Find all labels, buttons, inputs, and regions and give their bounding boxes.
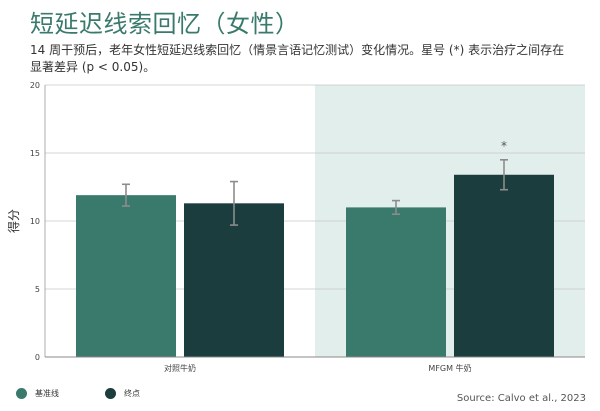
y-tick-label: 5 xyxy=(35,285,40,294)
chart-title: 短延迟线索回忆（女性） xyxy=(30,10,300,38)
y-tick-label: 10 xyxy=(30,217,40,226)
legend-item-endpoint: 终点 xyxy=(105,388,140,399)
x-tick-label: MFGM 牛奶 xyxy=(428,363,471,373)
legend-label-endpoint: 终点 xyxy=(124,389,140,398)
legend: 基准线 终点 xyxy=(16,388,186,399)
legend-label-baseline: 基准线 xyxy=(35,389,59,398)
bar-baseline xyxy=(76,195,176,357)
y-tick-label: 20 xyxy=(30,81,40,90)
y-axis-label: 得分 xyxy=(6,209,21,233)
bar-endpoint xyxy=(184,203,284,357)
y-tick-label: 0 xyxy=(35,353,40,362)
legend-swatch-baseline xyxy=(16,388,27,399)
bar-endpoint xyxy=(454,174,554,357)
chart-subtitle: 14 周干预后，老年女性短延迟线索回忆（情景言语记忆测试）变化情况。星号 (*)… xyxy=(30,43,565,74)
source-note: Source: Calvo et al., 2023 xyxy=(456,393,586,404)
legend-swatch-endpoint xyxy=(105,388,116,399)
legend-item-baseline: 基准线 xyxy=(16,388,59,399)
bar-baseline xyxy=(346,207,446,357)
y-tick-label: 15 xyxy=(30,149,40,158)
x-tick-label: 对照牛奶 xyxy=(164,363,196,373)
significance-marker: * xyxy=(501,139,507,153)
